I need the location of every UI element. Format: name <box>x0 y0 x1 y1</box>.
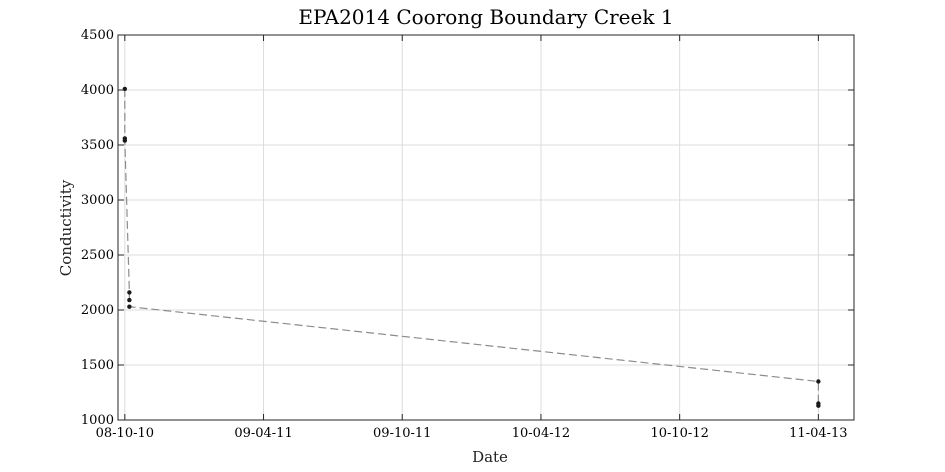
y-tick-label: 4000 <box>81 83 114 98</box>
data-point <box>816 379 821 384</box>
x-tick-label: 10-04-12 <box>512 426 570 441</box>
data-point <box>127 304 132 309</box>
y-tick-label: 2500 <box>81 248 114 263</box>
y-tick-label: 1000 <box>81 413 114 428</box>
x-tick-label: 08-10-10 <box>96 426 154 441</box>
grid <box>118 35 854 420</box>
data-point <box>127 290 132 295</box>
series <box>122 86 821 408</box>
y-tick-label: 1500 <box>81 358 114 373</box>
x-tick-label: 09-10-11 <box>373 426 431 441</box>
plot-frame <box>117 34 855 421</box>
data-point <box>127 297 132 303</box>
data-point <box>122 138 128 143</box>
tick-labels: 1000 1500 2000 2500 3000 3500 4000 4500 08-10-10… <box>81 28 848 441</box>
x-tick-label: 10-10-12 <box>650 426 708 441</box>
data-point <box>816 403 821 408</box>
x-tick-label: 09-04-11 <box>234 426 292 441</box>
ticks <box>118 34 854 421</box>
x-axis-label: Date <box>472 448 508 466</box>
y-axis-label: Conductivity <box>57 179 75 276</box>
y-tick-label: 3500 <box>81 138 114 153</box>
y-tick-label: 2000 <box>81 303 114 318</box>
series-line <box>124 88 819 406</box>
chart-title: EPA2014 Coorong Boundary Creek 1 <box>298 5 673 29</box>
y-tick-label: 3000 <box>81 193 114 208</box>
x-tick-label: 11-04-13 <box>789 426 847 441</box>
y-tick-label: 4500 <box>81 28 114 43</box>
